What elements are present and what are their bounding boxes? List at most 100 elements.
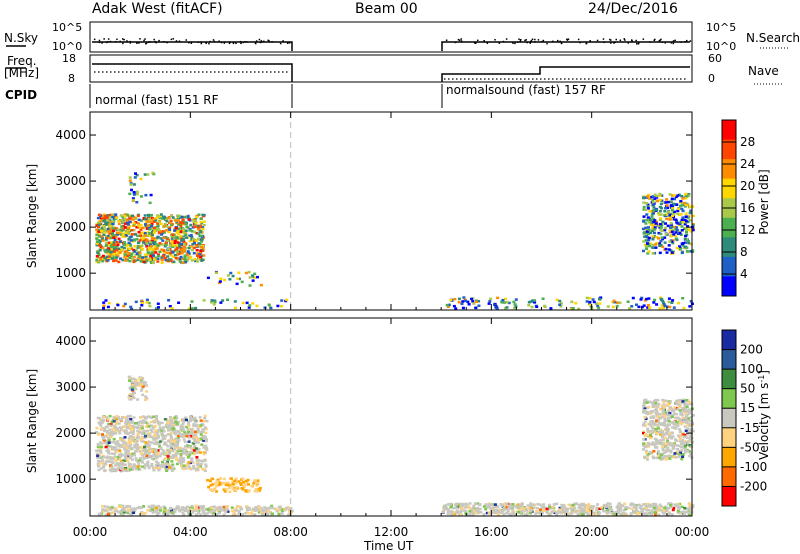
data-cell (186, 505, 190, 509)
data-cell (148, 232, 151, 235)
data-cell (622, 508, 626, 512)
data-cell (135, 380, 139, 384)
data-cell (128, 423, 132, 427)
data-cell (105, 222, 109, 226)
data-cell (151, 247, 155, 251)
data-cell (681, 455, 685, 458)
data-cell (190, 459, 194, 463)
data-cell (145, 259, 149, 262)
data-cell (149, 193, 153, 197)
data-cell (104, 234, 108, 238)
data-cell (237, 510, 241, 513)
data-cell (496, 513, 500, 516)
data-cell (156, 236, 160, 239)
data-cell (678, 399, 682, 402)
data-cell (691, 414, 695, 417)
data-cell (255, 490, 259, 493)
colorbar-swatch (722, 466, 736, 487)
data-cell (144, 425, 148, 429)
data-cell (101, 465, 105, 469)
data-cell (139, 452, 143, 455)
data-cell (143, 465, 147, 469)
data-cell (105, 433, 109, 436)
data-cell (165, 511, 169, 515)
data-cell (132, 193, 136, 196)
colorbar-swatch (722, 217, 736, 238)
data-cell (643, 231, 646, 234)
data-cell (685, 414, 689, 417)
data-cell (675, 444, 679, 447)
data-cell (446, 508, 450, 511)
data-cell (209, 484, 213, 487)
data-cell (633, 504, 637, 507)
data-cell (657, 418, 661, 421)
data-cell (101, 435, 105, 438)
data-cell (156, 257, 160, 260)
data-cell (457, 301, 461, 304)
data-cell (192, 442, 196, 445)
data-cell (529, 508, 533, 512)
data-cell (653, 513, 657, 516)
data-cell (529, 511, 532, 515)
data-cell (458, 506, 462, 509)
data-cell (174, 456, 178, 460)
data-cell (509, 513, 512, 516)
data-cell (114, 507, 117, 510)
data-cell (160, 429, 164, 433)
data-cell (130, 233, 134, 236)
data-cell (661, 299, 665, 303)
data-cell (444, 504, 447, 507)
data-cell (675, 421, 679, 424)
data-cell (163, 245, 167, 248)
data-cell (674, 438, 677, 441)
data-cell (192, 434, 196, 437)
data-cell (608, 502, 612, 506)
data-cell (187, 440, 191, 443)
data-cell (657, 231, 661, 235)
data-cell (171, 424, 175, 427)
noise-dot (246, 41, 248, 43)
data-cell (666, 429, 670, 433)
data-cell (244, 512, 248, 515)
data-cell (177, 232, 181, 236)
data-cell (687, 507, 691, 511)
data-cell (672, 420, 676, 424)
data-cell (616, 504, 620, 508)
data-cell (151, 425, 155, 428)
data-cell (547, 505, 551, 509)
data-cell (227, 486, 231, 490)
data-cell (203, 416, 207, 420)
data-cell (543, 506, 547, 509)
data-cell (148, 304, 152, 308)
data-cell (185, 434, 189, 438)
data-cell (192, 435, 196, 438)
noise-dot (649, 41, 651, 43)
data-cell (502, 512, 506, 516)
data-cell (144, 398, 147, 401)
data-cell (223, 278, 227, 282)
data-cell (113, 245, 117, 249)
data-cell (280, 512, 284, 515)
data-cell (96, 216, 100, 220)
data-cell (640, 305, 644, 309)
data-cell (131, 214, 134, 218)
data-cell (461, 306, 465, 310)
data-cell (644, 512, 648, 515)
data-cell (228, 278, 232, 281)
data-cell (144, 223, 147, 226)
data-cell (667, 442, 671, 446)
noise-dot (239, 40, 242, 43)
data-cell (131, 386, 135, 390)
data-cell (162, 450, 166, 454)
data-cell (140, 219, 143, 222)
data-cell (498, 508, 502, 512)
data-cell (146, 460, 150, 464)
data-cell (145, 219, 149, 222)
data-cell (503, 504, 507, 508)
data-cell (110, 465, 114, 469)
data-cell (127, 396, 131, 399)
data-cell (116, 468, 120, 471)
data-cell (464, 506, 467, 509)
data-cell (650, 401, 654, 404)
noise-dot (144, 38, 146, 40)
